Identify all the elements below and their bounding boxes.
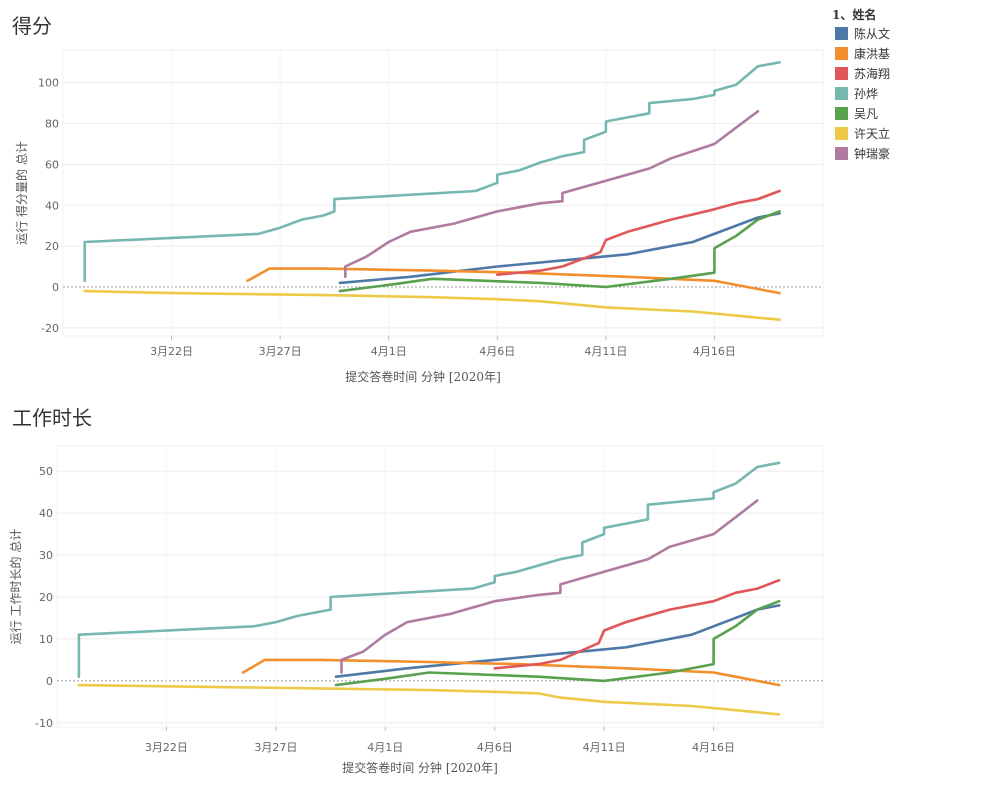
legend-swatch [835, 147, 848, 160]
y-tick-label: 0 [52, 281, 59, 294]
y-tick-label: 30 [39, 549, 53, 562]
y-axis-label: 运行 得分量的 总计 [14, 141, 29, 245]
x-tick-label: 4月16日 [693, 345, 736, 358]
legend-item[interactable]: 康洪基 [835, 46, 890, 61]
y-tick-label: 50 [39, 465, 53, 478]
legend-label: 苏海翔 [854, 66, 890, 81]
y-tick-label: 40 [39, 507, 53, 520]
series-line-1[interactable] [338, 212, 781, 285]
x-tick-label: 4月1日 [367, 741, 403, 754]
legend-item[interactable]: 吴凡 [835, 107, 878, 121]
x-tick-label: 3月27日 [259, 345, 302, 358]
y-tick-label: 40 [45, 199, 59, 212]
chart-title: 得分 [12, 14, 52, 38]
y-axis-label: 运行 工作时长的 总计 [8, 529, 23, 645]
y-tick-label: 20 [39, 591, 53, 604]
legend-label: 康洪基 [854, 46, 890, 61]
series-line-4[interactable] [83, 61, 781, 283]
x-tick-label: 4月1日 [371, 345, 407, 358]
y-tick-label: -20 [41, 322, 59, 335]
x-tick-label: 3月22日 [145, 741, 188, 754]
chart-panel-2: 工作时长 -10 0 10 20 30 40 50 3月22日 3月27日 4月1日 4月6日 4月11… [8, 406, 824, 775]
series-line-7[interactable] [340, 499, 759, 674]
legend-item[interactable]: 陈从文 [835, 26, 890, 41]
legend-swatch [835, 107, 848, 120]
plot-frame [56, 445, 824, 728]
legend-title: 1、姓名 [832, 7, 876, 22]
legend-label: 吴凡 [854, 107, 878, 121]
series-line-5[interactable] [334, 599, 781, 687]
x-tick-label: 4月11日 [584, 345, 627, 358]
chart-title: 工作时长 [12, 406, 92, 430]
series-line-6[interactable] [77, 683, 781, 716]
legend-swatch [835, 47, 848, 60]
series-line-1[interactable] [334, 604, 781, 678]
y-tick-label: 20 [45, 240, 59, 253]
x-tick-label: 4月16日 [692, 741, 735, 754]
legend-swatch [835, 127, 848, 140]
legend-item[interactable]: 钟瑞豪 [835, 146, 890, 161]
legend-swatch [835, 27, 848, 40]
y-tick-label: 10 [39, 633, 53, 646]
chart-panel-1: 得分 -20 0 20 40 60 80 100 3月22日 3月27日 4月1日 4月6日 4月11日… [12, 14, 824, 384]
x-axis-label: 提交答卷时间 分钟 [2020年] [342, 760, 498, 775]
series-line-5[interactable] [338, 210, 781, 293]
series-line-6[interactable] [83, 289, 781, 321]
x-axis-label: 提交答卷时间 分钟 [2020年] [345, 369, 501, 384]
y-tick-label: -10 [35, 717, 53, 730]
y-tick-label: 60 [45, 158, 59, 171]
series-line-3[interactable] [496, 189, 781, 276]
series-line-2[interactable] [241, 658, 781, 687]
legend-item[interactable]: 许天立 [835, 126, 890, 141]
series-line-3[interactable] [493, 578, 781, 670]
x-tick-label: 3月22日 [150, 345, 193, 358]
y-tick-label: 100 [38, 77, 59, 90]
legend-label: 许天立 [854, 126, 890, 141]
x-tick-label: 4月6日 [479, 345, 515, 358]
legend-swatch [835, 67, 848, 80]
legend-label: 钟瑞豪 [854, 146, 890, 161]
legend-item[interactable]: 苏海翔 [835, 66, 890, 81]
series-line-7[interactable] [344, 110, 760, 279]
x-tick-label: 4月6日 [477, 741, 513, 754]
legend-item[interactable]: 孙烨 [835, 87, 878, 101]
series-line-4[interactable] [77, 461, 781, 678]
legend-label: 陈从文 [854, 26, 890, 41]
x-tick-label: 3月27日 [254, 741, 297, 754]
legend-label: 孙烨 [854, 87, 878, 101]
y-tick-label: 80 [45, 118, 59, 131]
x-tick-label: 4月11日 [583, 741, 626, 754]
plot-frame [62, 49, 824, 337]
legend-swatch [835, 87, 848, 100]
y-tick-label: 0 [46, 675, 53, 688]
